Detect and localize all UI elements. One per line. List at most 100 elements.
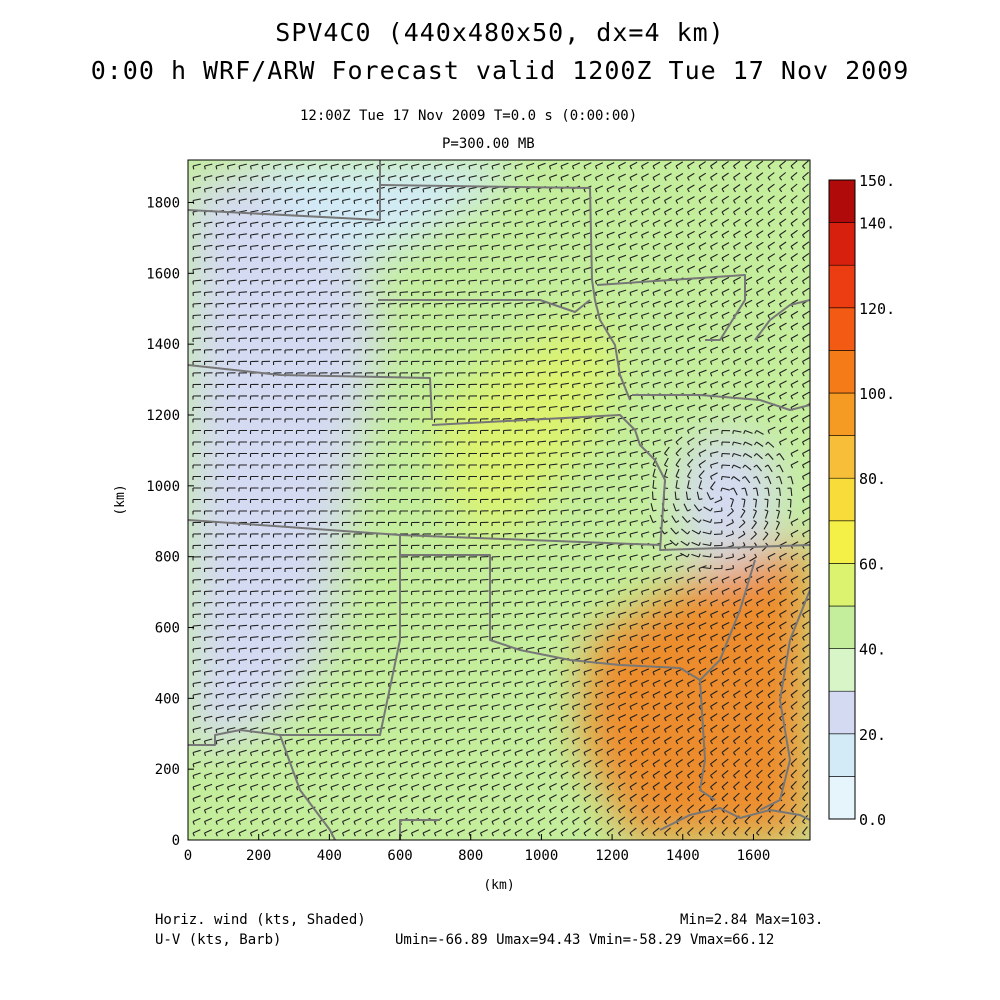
wind-barb <box>376 314 386 320</box>
wind-barb <box>330 544 340 550</box>
wind-barb <box>249 349 259 354</box>
wind-barb <box>410 418 420 423</box>
wind-barb <box>272 337 282 343</box>
wind-barb <box>353 325 363 331</box>
wind-barb <box>284 233 293 239</box>
wind-barb <box>433 279 443 285</box>
wind-barb <box>307 406 317 411</box>
wind-barb <box>525 325 535 331</box>
wind-barb <box>548 566 558 573</box>
wind-barb <box>284 291 294 297</box>
wind-barb <box>307 233 316 239</box>
wind-barb <box>606 497 615 504</box>
wind-barb <box>675 184 684 193</box>
wind-barb <box>491 613 501 619</box>
wind-barb <box>514 197 523 205</box>
wind-barb <box>376 579 386 584</box>
wind-barb <box>422 418 431 423</box>
wind-barb <box>203 498 213 503</box>
wind-barb <box>583 278 592 285</box>
wind-barb <box>226 544 236 550</box>
wind-barb <box>698 358 707 366</box>
wind-barb <box>606 266 615 273</box>
wind-barb <box>341 256 351 262</box>
wind-barb <box>606 301 615 308</box>
wind-barb <box>537 486 547 492</box>
wind-barb <box>571 197 581 204</box>
wind-barb <box>560 359 569 366</box>
wind-barb <box>456 556 466 561</box>
wind-barb <box>456 360 466 366</box>
wind-barb <box>738 519 746 529</box>
wind-barb <box>698 381 707 388</box>
wind-barb <box>410 221 420 228</box>
wind-barb <box>456 681 466 688</box>
wind-barb <box>744 655 753 664</box>
wind-barb <box>261 452 270 457</box>
wind-barb <box>491 475 501 481</box>
wind-barb <box>710 265 718 273</box>
wind-barb <box>353 175 362 182</box>
wind-barb <box>744 369 753 377</box>
wind-barb <box>767 392 776 400</box>
wind-barb <box>479 348 489 354</box>
wind-barb <box>641 196 649 204</box>
wind-barb <box>787 487 793 497</box>
wind-barb <box>663 599 673 607</box>
wind-barb <box>571 371 581 377</box>
wind-barb <box>537 509 547 515</box>
wind-barb <box>192 544 202 550</box>
wind-barb <box>606 645 615 653</box>
wind-barb <box>686 369 696 377</box>
wind-barb <box>790 655 798 664</box>
wind-barb <box>629 208 638 216</box>
wind-barb <box>318 510 328 515</box>
wind-barb <box>318 325 328 331</box>
wind-barb <box>594 405 604 412</box>
wind-barb <box>663 588 673 595</box>
wind-barb <box>571 428 581 435</box>
wind-barb <box>433 198 443 205</box>
wind-barb <box>790 678 798 687</box>
wind-barb <box>560 208 569 216</box>
wind-barb <box>387 209 397 216</box>
wind-barb <box>238 418 247 423</box>
wind-barb <box>376 244 385 251</box>
wind-barb <box>364 198 374 205</box>
wind-barb <box>594 463 604 469</box>
wind-barb <box>802 666 810 676</box>
wind-barb <box>594 336 604 343</box>
wind-barb <box>743 441 753 446</box>
wind-barb <box>353 383 363 389</box>
wind-barb <box>445 556 455 561</box>
wind-barb <box>709 311 719 319</box>
wind-barb <box>272 279 282 285</box>
wind-barb <box>738 530 746 539</box>
wind-barb <box>353 209 363 216</box>
wind-barb <box>502 174 512 182</box>
wind-barb <box>410 279 420 285</box>
wind-barb <box>353 601 363 607</box>
wind-barb <box>502 406 512 412</box>
wind-barb <box>525 452 535 458</box>
wind-barb <box>387 244 397 251</box>
y-tick-label: 800 <box>155 550 180 566</box>
wind-barb <box>399 647 408 653</box>
wind-barb <box>571 324 581 331</box>
wind-barb <box>249 337 259 343</box>
wind-barb <box>376 567 386 573</box>
wind-barb <box>468 487 477 492</box>
wind-barb <box>399 510 408 515</box>
wind-barb <box>560 394 569 400</box>
wind-barb <box>571 359 581 365</box>
wind-barb <box>341 658 351 665</box>
wind-barb <box>687 184 695 193</box>
wind-barb <box>514 279 523 285</box>
wind-barb <box>341 279 351 285</box>
wind-barb <box>399 475 408 480</box>
wind-barb <box>272 579 282 584</box>
wind-barb <box>687 458 694 468</box>
wind-barb <box>387 613 397 619</box>
wind-barb <box>571 509 581 515</box>
wind-barb <box>779 644 787 653</box>
